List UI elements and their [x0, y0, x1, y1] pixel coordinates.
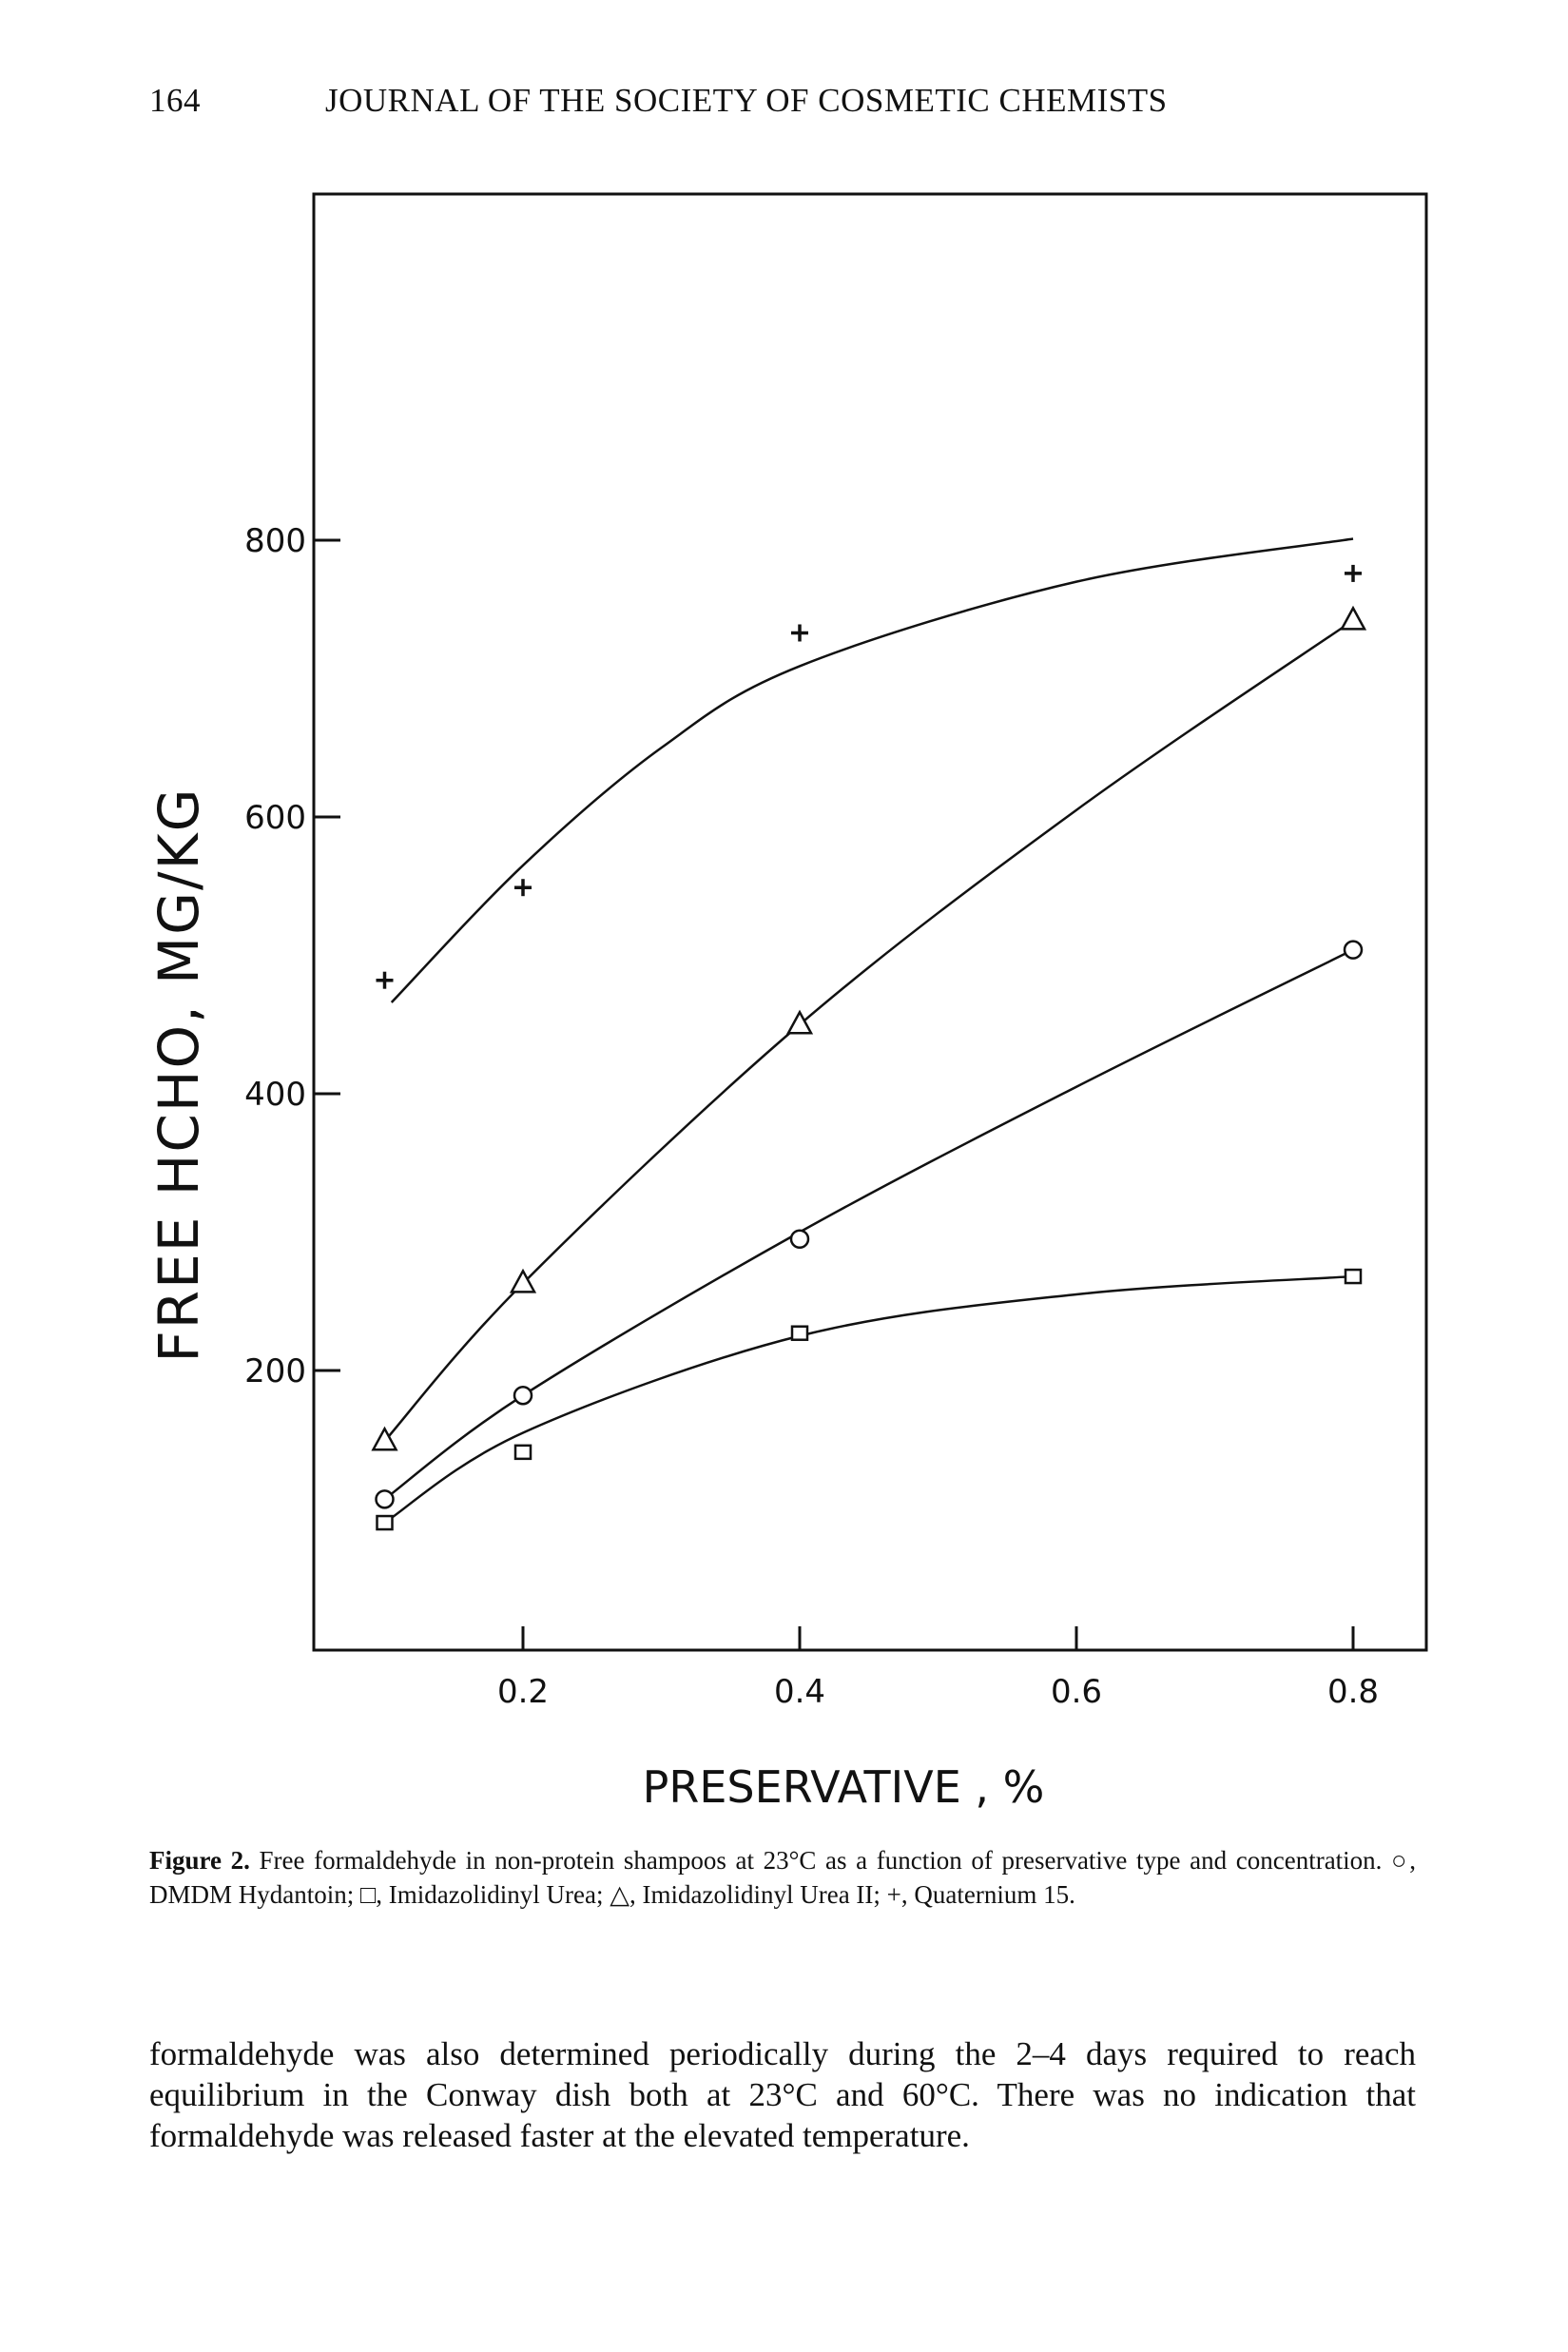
x-tick-label: 0.8 [1327, 1673, 1379, 1711]
point-triangle-imidazolidinyl-urea-ii [509, 1268, 537, 1293]
caption-label: Figure 2. [149, 1846, 250, 1875]
y-tick-label: 600 [244, 799, 306, 837]
curve-imidazolidinyl-urea [383, 1274, 1354, 1525]
caption-text: Free formaldehyde in non-protein shampoo… [149, 1846, 1416, 1909]
point-triangle-imidazolidinyl-urea-ii [1339, 605, 1367, 631]
point-triangle-imidazolidinyl-urea-ii [785, 1009, 814, 1035]
plot-frame [312, 192, 1428, 1652]
y-tick-label: 800 [244, 522, 306, 560]
y-axis-label: FREE HCHO, MG/KG [146, 787, 211, 1363]
figure-caption: Figure 2. Free formaldehyde in non-prote… [149, 1843, 1416, 1912]
figure-chart: 0.2 0.4 0.6 0.8 200 400 600 800 [244, 192, 1428, 1711]
curve-dmdm-hydantoin [383, 948, 1354, 1501]
point-triangle-imidazolidinyl-urea-ii [371, 1426, 398, 1451]
x-tick-label: 0.2 [497, 1673, 549, 1711]
point-circle-dmdm-hydantoin [375, 1489, 395, 1509]
x-tick-label: 0.6 [1051, 1673, 1102, 1711]
running-header: JOURNAL OF THE SOCIETY OF COSMETIC CHEMI… [325, 82, 1168, 119]
point-plus-quaternium-15 [514, 879, 532, 897]
point-circle-dmdm-hydantoin [513, 1385, 533, 1406]
page-number: 164 [149, 82, 201, 119]
point-square-imidazolidinyl-urea [376, 1514, 394, 1531]
y-tick-label: 400 [244, 1076, 306, 1114]
body-paragraph: formaldehyde was also determined periodi… [149, 2035, 1416, 2154]
point-square-imidazolidinyl-urea [790, 1325, 809, 1341]
point-square-imidazolidinyl-urea [1344, 1268, 1363, 1285]
point-plus-quaternium-15 [376, 971, 394, 989]
curve-imidazolidinyl-urea-ii [383, 619, 1354, 1443]
x-tick-label: 0.4 [774, 1673, 825, 1711]
point-circle-dmdm-hydantoin [1343, 940, 1364, 960]
y-tick-label: 200 [244, 1352, 306, 1390]
point-plus-quaternium-15 [1345, 564, 1362, 582]
curve-quaternium-15 [390, 537, 1354, 1003]
x-axis-label: PRESERVATIVE , % [642, 1761, 1045, 1813]
point-circle-dmdm-hydantoin [789, 1229, 810, 1250]
point-plus-quaternium-15 [791, 624, 808, 642]
point-square-imidazolidinyl-urea [513, 1444, 532, 1461]
